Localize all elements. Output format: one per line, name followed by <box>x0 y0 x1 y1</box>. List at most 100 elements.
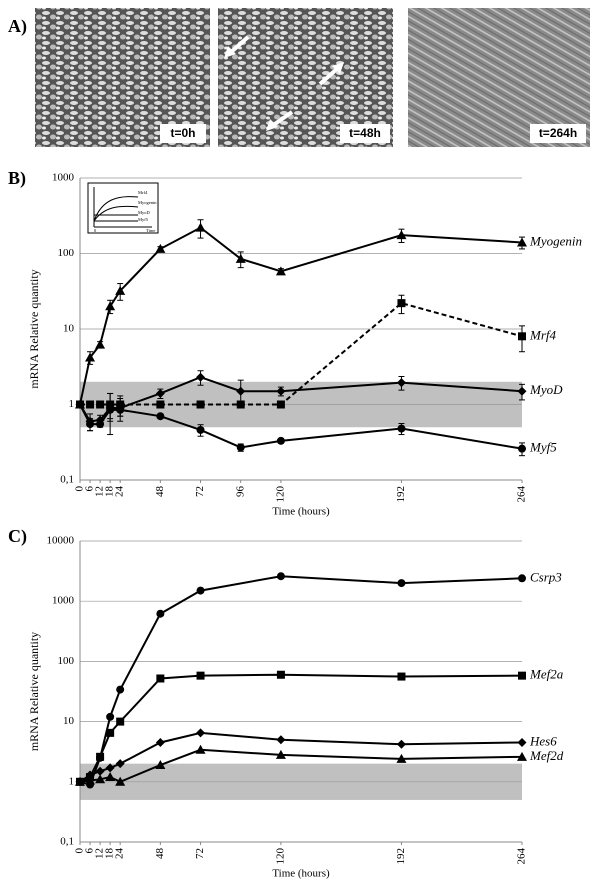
x-tick-label: 0 <box>74 848 86 854</box>
marker <box>156 609 165 618</box>
panel-label: A) <box>8 16 27 37</box>
series-line <box>79 226 523 405</box>
marker <box>195 222 206 232</box>
x-tick-label: 48 <box>154 486 166 498</box>
marker <box>116 405 125 414</box>
marker <box>105 301 116 311</box>
marker <box>85 770 95 780</box>
marker <box>517 737 527 747</box>
marker <box>397 299 406 308</box>
micrograph <box>408 8 590 147</box>
marker <box>116 685 125 694</box>
marker <box>156 400 165 409</box>
y-axis-title: mRNA Relative quantity <box>27 269 41 388</box>
marker <box>155 388 165 398</box>
series-label: Mrf4 <box>529 327 557 342</box>
marker <box>106 405 115 414</box>
x-tick-label: 192 <box>395 486 407 503</box>
marker <box>196 372 206 382</box>
marker <box>396 230 407 240</box>
y-tick-label: 1 <box>69 398 75 410</box>
marker <box>235 253 246 263</box>
series-line <box>79 748 523 783</box>
marker <box>155 760 166 770</box>
marker <box>518 574 526 583</box>
inset-label: Myogenin <box>138 200 157 205</box>
panel-label: C) <box>8 526 27 547</box>
x-tick-label: 6 <box>84 486 96 492</box>
marker <box>156 412 165 421</box>
micrograph <box>35 8 210 147</box>
inset-label: Mrf4 <box>138 190 148 195</box>
y-tick-label: 1000 <box>52 595 75 607</box>
marker <box>196 425 205 434</box>
x-tick-label: 18 <box>104 848 116 860</box>
micrograph <box>218 8 393 147</box>
x-tick-label: 120 <box>274 486 286 503</box>
marker <box>236 443 245 452</box>
marker <box>105 772 116 782</box>
x-tick-label: 24 <box>114 486 126 498</box>
marker <box>196 671 205 680</box>
marker <box>115 285 126 295</box>
marker <box>517 751 527 761</box>
marker <box>517 386 527 396</box>
marker <box>397 672 406 681</box>
y-tick-label: 1 <box>69 775 75 787</box>
marker <box>96 400 105 409</box>
marker <box>195 744 206 754</box>
marker <box>236 386 246 396</box>
marker <box>106 712 115 721</box>
x-tick-label: 6 <box>84 848 96 854</box>
y-tick-label: 0,1 <box>60 836 74 848</box>
y-tick-label: 10000 <box>47 535 75 547</box>
inset-curve <box>93 205 139 222</box>
series-line <box>79 731 523 783</box>
x-tick-label: 12 <box>94 486 106 497</box>
marker <box>276 670 285 679</box>
marker <box>275 266 286 276</box>
x-axis-title: Time (hours) <box>272 868 330 880</box>
x-tick-label: 264 <box>516 848 528 865</box>
series-label: Mef2d <box>529 748 564 763</box>
x-tick-label: 48 <box>154 848 166 860</box>
marker <box>106 728 115 737</box>
marker <box>196 728 206 738</box>
marker <box>156 674 165 683</box>
marker <box>95 339 106 349</box>
marker <box>275 749 286 759</box>
marker <box>196 400 205 409</box>
marker <box>116 717 125 726</box>
marker <box>396 739 406 749</box>
arrows <box>224 35 344 131</box>
marker <box>85 352 96 362</box>
y-tick-label: 1000 <box>52 172 75 184</box>
series-label: Hes6 <box>529 733 557 748</box>
x-tick-label: 72 <box>194 486 206 497</box>
x-tick-label: 24 <box>114 848 126 860</box>
inset-label: MyoD <box>138 210 151 215</box>
x-axis-title: Time (hours) <box>272 506 330 518</box>
x-tick-label: 264 <box>516 486 528 503</box>
image-label: t=264h <box>539 126 577 140</box>
marker <box>95 766 105 776</box>
inset: Mrf4 Myogenin MyoD Myf5 0 Time <box>87 182 159 234</box>
marker <box>397 424 406 433</box>
marker <box>276 572 285 581</box>
marker <box>276 400 285 409</box>
marker <box>518 444 526 453</box>
x-tick-label: 96 <box>234 486 246 498</box>
marker <box>155 243 166 253</box>
marker <box>96 420 105 429</box>
x-tick-label: 18 <box>104 486 116 498</box>
inset-curve <box>93 196 139 222</box>
panel-label: B) <box>8 168 26 189</box>
y-tick-label: 10 <box>63 323 75 335</box>
marker <box>95 774 106 784</box>
series-label: Csrp3 <box>530 569 562 584</box>
marker <box>396 378 406 388</box>
marker <box>518 332 526 341</box>
marker <box>76 400 84 409</box>
x-tick-label: 72 <box>194 848 206 859</box>
series-line <box>79 673 523 783</box>
